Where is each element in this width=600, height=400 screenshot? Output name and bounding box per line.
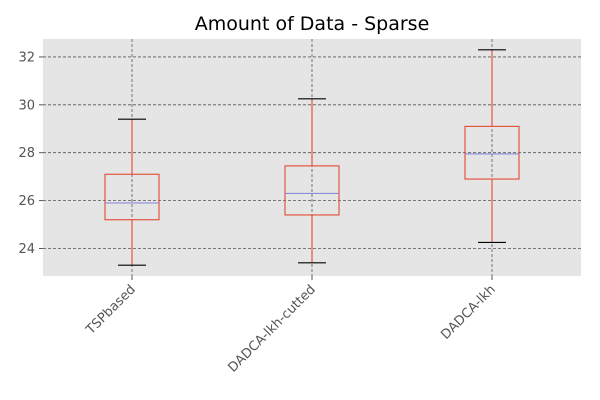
iqr-box — [104, 173, 160, 221]
iqr-box — [464, 125, 520, 180]
iqr-box — [284, 165, 340, 216]
y-tick-label: 32 — [18, 50, 35, 65]
y-tick-label: 30 — [18, 98, 35, 113]
x-axis-ticks: TSPbased DADCA-lkh-cutted DADCA-lkh — [83, 276, 499, 376]
x-category-label: DADCA-lkh-cutted — [226, 282, 319, 375]
y-tick-label: 28 — [18, 146, 35, 161]
x-category-label: TSPbased — [83, 282, 139, 338]
y-tick-label: 24 — [18, 242, 35, 257]
y-tick-label: 26 — [18, 194, 35, 209]
chart-title: Amount of Data - Sparse — [195, 13, 430, 35]
x-category-label: DADCA-lkh — [438, 282, 498, 342]
box-group — [464, 49, 520, 244]
box-group — [284, 98, 340, 264]
box-group — [104, 118, 160, 266]
y-axis-ticks: 24 26 28 30 32 — [18, 50, 43, 257]
boxes-group — [104, 49, 520, 266]
